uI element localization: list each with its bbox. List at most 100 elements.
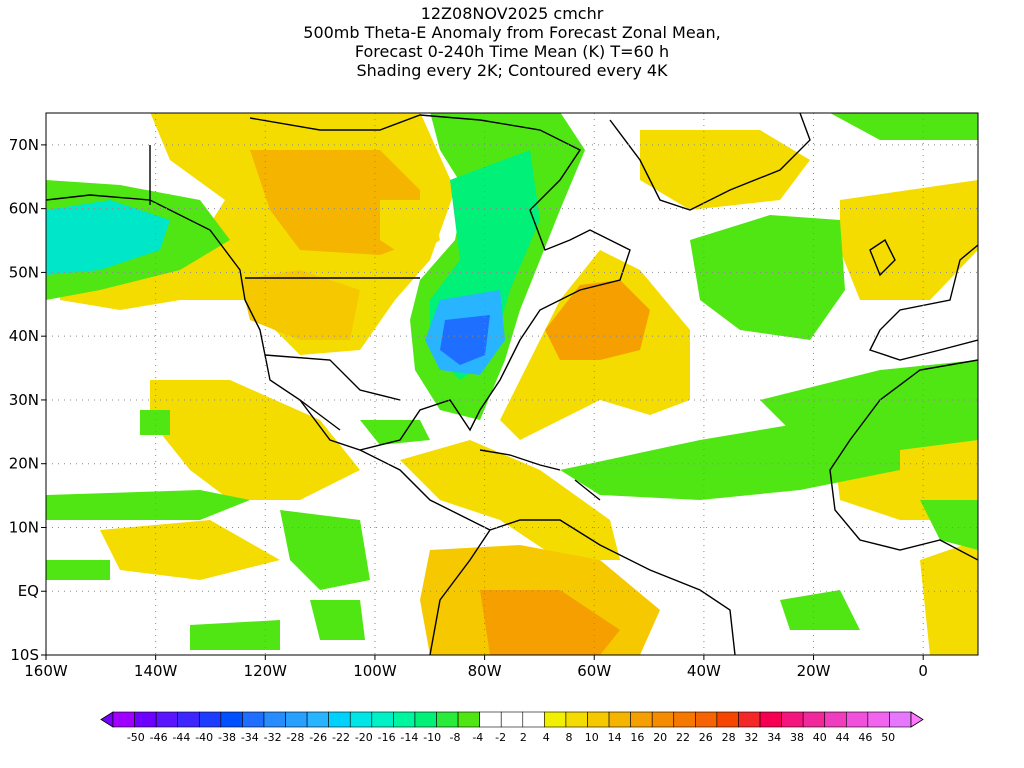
cool-anomaly-pacific-south [280, 510, 370, 590]
lon-tick-label: 40W [687, 662, 721, 680]
cool-anomaly-pacific-sw2 [310, 600, 365, 640]
lat-tick-label: 20N [9, 455, 39, 473]
colorbar-swatch [716, 711, 739, 728]
colorbar-label: 4 [543, 731, 550, 744]
warm-anomaly-greenland [640, 130, 810, 210]
africa-coastline [829, 359, 978, 561]
colorbar-swatch [263, 711, 286, 728]
title-line-1: 12Z08NOV2025 cmchr [420, 4, 604, 23]
warm-anomaly-west-us [240, 270, 360, 340]
colorbar-swatch [781, 711, 804, 728]
colorbar-swatch [500, 711, 524, 728]
colorbar-swatch [867, 711, 890, 728]
colorbar-swatch [802, 711, 826, 728]
latitude-labels: 70N 60N 50N 40N 30N 20N 10N EQ 10S [9, 136, 46, 664]
title-line-2: 500mb Theta-E Anomaly from Forecast Zona… [303, 23, 721, 42]
lat-tick-label: EQ [18, 582, 39, 600]
colorbar-swatch [220, 711, 243, 728]
colorbar-label: 44 [836, 731, 850, 744]
colorbar-swatch [608, 711, 631, 728]
lon-tick-label: 140W [134, 662, 178, 680]
shading-layer [46, 113, 978, 655]
lat-tick-label: 50N [9, 263, 39, 281]
lat-tick-label: 60N [9, 200, 39, 218]
colorbar-swatch [565, 711, 588, 728]
warm-anomaly-pacific [150, 380, 360, 500]
colorbar-label: 50 [881, 731, 895, 744]
colorbar-swatch [328, 711, 351, 728]
colorbar-swatch [479, 711, 502, 728]
colorbar-swatch [457, 711, 480, 728]
lon-tick-label: 0 [918, 662, 928, 680]
south-america-coastline [429, 519, 736, 655]
colorbar-label: 14 [608, 731, 622, 744]
colorbar-swatch [889, 711, 912, 728]
colorbar-label: 28 [722, 731, 736, 744]
lon-tick-label: 80W [468, 662, 502, 680]
cool-anomaly-west-pac [140, 410, 170, 435]
colorbar-swatch [134, 711, 157, 728]
colorbar-swatch [544, 711, 567, 728]
warm-anomaly-caribbean [400, 440, 620, 560]
colorbar-label: 2 [520, 731, 527, 744]
caribbean-islands [479, 449, 601, 501]
colorbar-label: 32 [744, 731, 758, 744]
colorbar-swatch [414, 711, 437, 728]
colorbar-swatch [393, 711, 416, 728]
colorbar-label: 46 [858, 731, 872, 744]
cool-anomaly-pacific-band [46, 490, 250, 520]
greenland-coastline [609, 113, 811, 211]
us-mexico-border [264, 354, 401, 401]
warm-anomaly-amazon [480, 590, 620, 655]
mexico-internal-border [299, 399, 341, 431]
colorbar-swatch [673, 711, 696, 728]
colorbar-label: 40 [813, 731, 827, 744]
cool-anomaly-gulf-guinea [920, 500, 978, 550]
colorbar-swatch [630, 711, 653, 728]
colorbar-swatch [112, 711, 135, 728]
title-line-4: Shading every 2K; Contoured every 4K [356, 61, 668, 80]
colorbar-label: -8 [450, 731, 461, 744]
colorbar-swatch [522, 711, 545, 728]
cool-anomaly-arctic-east [830, 113, 978, 140]
colorbar-label: 16 [630, 731, 644, 744]
colorbar-label: 8 [566, 731, 573, 744]
colorbar: -50 -46 -44 -40 -38 -34 -32 -28 -26 -22 -20 -16 -14-… [100, 711, 924, 744]
colorbar-label: 22 [676, 731, 690, 744]
colorbar-label: -20 [355, 731, 373, 744]
cool-anomaly-gulf [360, 420, 430, 445]
lon-tick-label: 120W [244, 662, 288, 680]
colorbar-swatch [738, 711, 761, 728]
colorbar-label: -40 [195, 731, 213, 744]
colorbar-label: -34 [241, 731, 259, 744]
colorbar-swatch [845, 711, 869, 728]
lat-tick-label: 10S [10, 646, 39, 664]
warm-anomaly-atlantic-core [545, 280, 650, 360]
colorbar-swatch [824, 711, 847, 728]
lat-tick-label: 30N [9, 391, 39, 409]
colorbar-label: -22 [332, 731, 350, 744]
colorbar-swatch [759, 711, 782, 728]
colorbar-label: -4 [472, 731, 483, 744]
colorbar-label: 38 [790, 731, 804, 744]
colorbar-arrow-left [100, 711, 114, 728]
lon-tick-label: 100W [353, 662, 397, 680]
colorbar-swatch [198, 711, 222, 728]
colorbar-label: -28 [286, 731, 304, 744]
lon-tick-label: 20W [797, 662, 831, 680]
map-frame [45, 112, 979, 656]
colorbar-label: -26 [309, 731, 327, 744]
cool-anomaly-north-atlantic [690, 215, 845, 340]
colorbar-label: -10 [423, 731, 441, 744]
colorbar-label: -14 [400, 731, 418, 744]
coastline-layer [46, 113, 978, 655]
colorbar-swatch [695, 711, 718, 728]
colorbar-arrow-right [910, 711, 924, 728]
warm-anomaly-pacific-south [100, 520, 280, 580]
colorbar-swatch [242, 711, 265, 728]
colorbar-label: -32 [264, 731, 282, 744]
lat-tick-label: 70N [9, 136, 39, 154]
colorbar-swatch [177, 711, 200, 728]
cool-anomaly-pacific-sw [190, 620, 280, 650]
colorbar-label: 10 [585, 731, 599, 744]
